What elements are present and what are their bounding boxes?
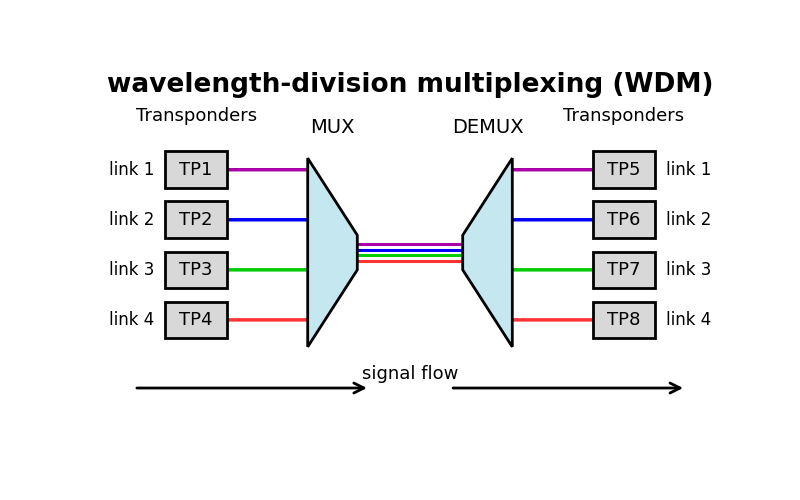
Text: TP2: TP2 [179,211,213,229]
Text: link 1: link 1 [109,160,154,178]
Text: link 3: link 3 [109,261,154,279]
FancyBboxPatch shape [593,252,655,288]
Text: TP1: TP1 [179,160,213,178]
Text: TP5: TP5 [607,160,641,178]
FancyBboxPatch shape [593,202,655,238]
Text: Transponders: Transponders [135,107,257,125]
Text: link 4: link 4 [109,311,154,329]
FancyBboxPatch shape [593,302,655,338]
Text: TP3: TP3 [179,261,213,279]
Text: wavelength-division multiplexing (WDM): wavelength-division multiplexing (WDM) [106,72,714,98]
FancyBboxPatch shape [165,202,227,238]
FancyBboxPatch shape [165,252,227,288]
FancyBboxPatch shape [165,152,227,188]
Text: signal flow: signal flow [362,365,458,383]
Text: TP6: TP6 [607,211,641,229]
Polygon shape [462,158,512,347]
Text: TP8: TP8 [607,311,641,329]
FancyBboxPatch shape [593,152,655,188]
Text: link 2: link 2 [666,211,711,229]
Text: link 2: link 2 [109,211,154,229]
Text: link 3: link 3 [666,261,711,279]
Text: Transponders: Transponders [563,107,685,125]
Text: link 4: link 4 [666,311,711,329]
FancyBboxPatch shape [165,302,227,338]
Text: link 1: link 1 [666,160,711,178]
Text: TP4: TP4 [179,311,213,329]
Text: DEMUX: DEMUX [452,118,523,137]
Polygon shape [308,158,358,347]
Text: TP7: TP7 [607,261,641,279]
Text: MUX: MUX [310,118,354,137]
